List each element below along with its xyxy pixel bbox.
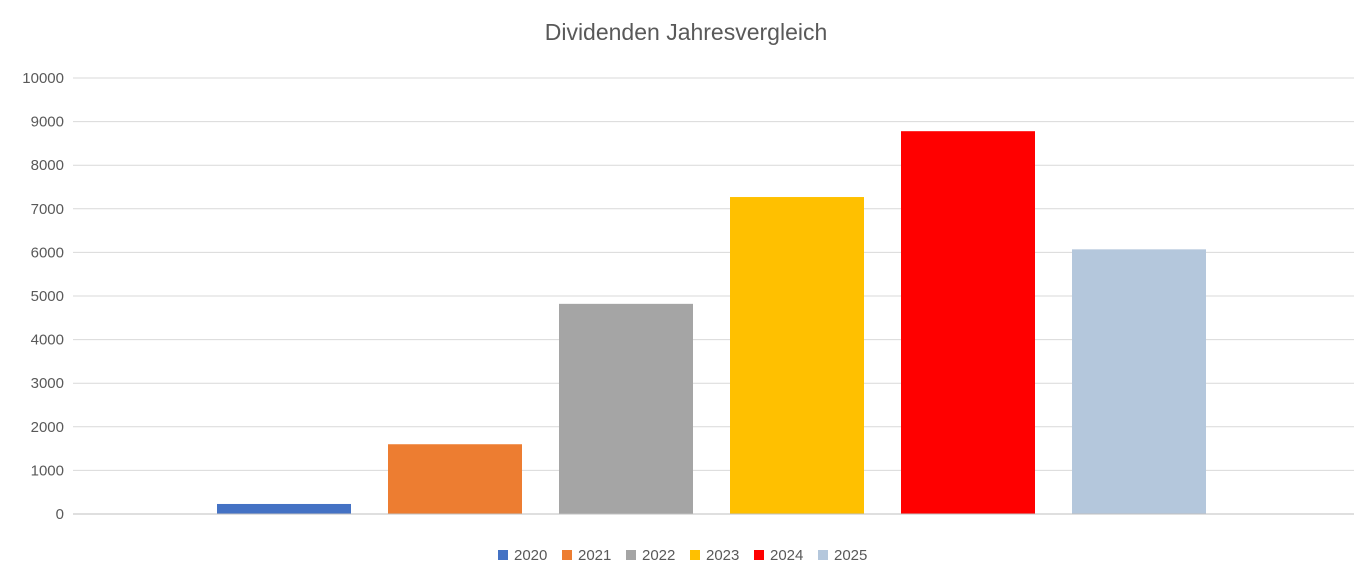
y-tick-label-6000: 6000 <box>31 244 64 261</box>
gridlines <box>73 77 1354 471</box>
legend-label-2023: 2023 <box>706 547 739 564</box>
legend-swatch-2022 <box>626 550 636 560</box>
y-tick-label-0: 0 <box>56 506 64 523</box>
legend-item-2021: 2021 <box>562 547 611 564</box>
y-tick-label-9000: 9000 <box>31 114 64 131</box>
y-tick-label-1000: 1000 <box>31 462 64 479</box>
legend-label-2025: 2025 <box>834 547 867 564</box>
chart-title: Dividenden Jahresvergleich <box>545 19 828 45</box>
bar-2020 <box>217 503 351 514</box>
bar-2021 <box>388 444 522 514</box>
bar-2025 <box>1072 249 1206 514</box>
y-tick-label-5000: 5000 <box>31 288 64 305</box>
legend-swatch-2024 <box>754 550 764 560</box>
bar-2024 <box>901 131 1035 514</box>
y-tick-label-4000: 4000 <box>31 332 64 349</box>
legend-swatch-2020 <box>498 550 508 560</box>
bar-2022 <box>559 303 693 514</box>
y-tick-label-10000: 10000 <box>22 70 64 87</box>
legend-item-2025: 2025 <box>818 547 867 564</box>
legend-label-2024: 2024 <box>770 547 803 564</box>
y-tick-label-2000: 2000 <box>31 419 64 436</box>
y-tick-label-3000: 3000 <box>31 375 64 392</box>
legend-item-2022: 2022 <box>626 547 675 564</box>
bar-2023 <box>730 197 864 514</box>
legend-swatch-2025 <box>818 550 828 560</box>
legend-swatch-2023 <box>690 550 700 560</box>
legend-swatch-2021 <box>562 550 572 560</box>
legend: 2020 2021 2022 2023 2024 2025 <box>498 547 867 564</box>
bars <box>217 131 1206 514</box>
legend-label-2022: 2022 <box>642 547 675 564</box>
legend-item-2020: 2020 <box>498 547 547 564</box>
legend-label-2021: 2021 <box>578 547 611 564</box>
legend-label-2020: 2020 <box>514 547 547 564</box>
legend-item-2024: 2024 <box>754 547 803 564</box>
legend-item-2023: 2023 <box>690 547 739 564</box>
y-tick-label-7000: 7000 <box>31 201 64 218</box>
y-axis-tick-labels: 0 1000 2000 3000 4000 5000 6000 7000 8000 9000 100… <box>22 70 64 523</box>
y-tick-label-8000: 8000 <box>31 157 64 174</box>
